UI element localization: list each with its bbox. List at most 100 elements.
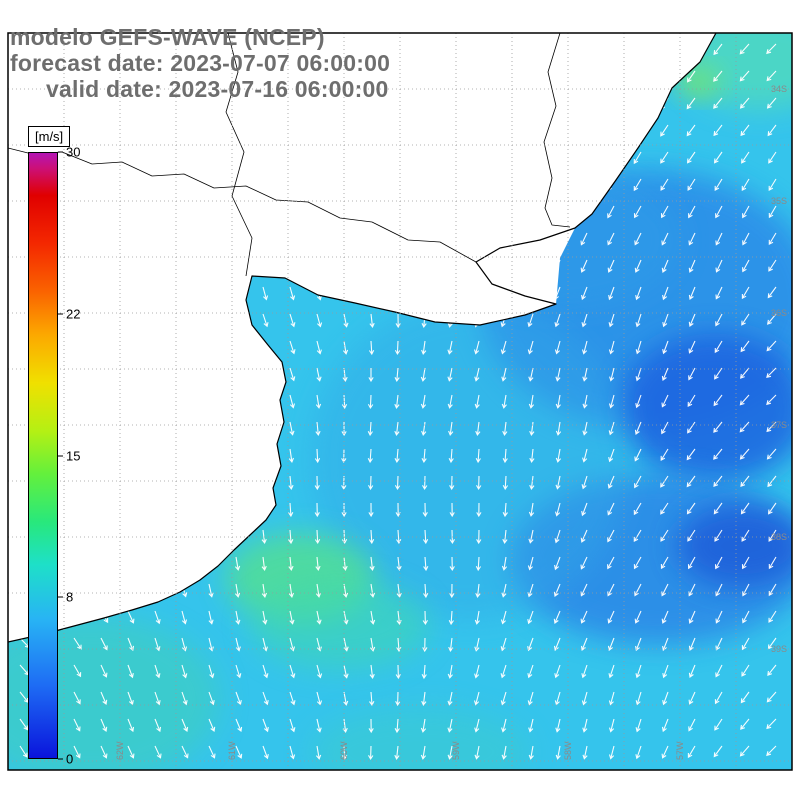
wind-arrow (714, 556, 723, 570)
wind-arrow (315, 421, 321, 436)
wind-arrow (127, 691, 134, 706)
wind-arrow (553, 610, 561, 624)
wind-arrow (741, 664, 750, 677)
wind-arrow (580, 529, 588, 543)
wind-arrow (635, 340, 642, 355)
wind-arrow (234, 583, 241, 598)
wind-arrow (607, 637, 615, 652)
wind-arrow (369, 664, 375, 679)
wind-arrow (607, 205, 615, 219)
wind-arrow (742, 259, 750, 273)
wind-arrow (608, 691, 615, 706)
wind-arrow (742, 610, 750, 624)
wind-arrow (396, 637, 402, 653)
wind-arrow (553, 637, 561, 652)
wind-arrow (739, 448, 750, 460)
wind-arrow (662, 286, 669, 301)
wind-arrow (555, 367, 561, 382)
wind-arrow (449, 529, 455, 545)
wind-arrow (316, 610, 322, 625)
colorbar-tick-label: 30 (66, 144, 81, 160)
river-salado-line (8, 147, 477, 263)
wind-arrow (767, 664, 777, 677)
colorbar-tick-label: 8 (66, 589, 74, 605)
wind-arrow (688, 232, 696, 246)
lat-label: 36S (771, 308, 787, 318)
wind-arrow (714, 178, 723, 192)
wind-arrow (500, 691, 507, 706)
map-frame (7, 32, 793, 771)
wind-arrow (422, 529, 429, 545)
wind-arrow (555, 475, 561, 490)
wind-arrow (634, 475, 642, 489)
wind-arrow (686, 97, 696, 110)
wind-arrow (741, 178, 750, 192)
wind-arrow (289, 610, 295, 625)
wind-arrow (367, 421, 373, 437)
wind-arrow (288, 448, 295, 463)
wind-arrow (713, 394, 723, 407)
wind-arrow (181, 745, 189, 759)
wind-arrow (527, 583, 534, 598)
wind-arrow (127, 664, 134, 679)
wind-arrow (181, 610, 188, 625)
wind-arrow (714, 691, 723, 705)
wind-arrow (73, 718, 81, 732)
colorbar-ticks: 30 22 15 8 0 (28, 145, 80, 767)
wind-arrow (235, 718, 243, 732)
wind-arrow (634, 259, 642, 273)
wind-arrow (713, 43, 723, 56)
wind-arrow (768, 205, 777, 219)
wind-arrow (181, 637, 188, 652)
wind-arrow (740, 367, 750, 379)
wind-arrow (766, 745, 777, 757)
wind-arrow (582, 718, 588, 733)
wind-arrow (288, 475, 294, 490)
wind-arrow (421, 421, 427, 436)
colorbar-gradient (28, 152, 58, 759)
wind-arrow (607, 232, 615, 246)
wind-arrow (527, 637, 534, 652)
wind-arrow (609, 367, 615, 382)
wind-arrow (73, 637, 82, 650)
wind-arrow (288, 556, 294, 571)
wind-arrow (714, 529, 723, 542)
wind-arrow (235, 745, 243, 759)
wind-arrow (316, 718, 322, 733)
wind-arrow (395, 664, 401, 680)
wind-arrow (661, 745, 669, 759)
wind-arrow (768, 529, 777, 542)
wind-arrow (208, 583, 214, 598)
wind-arrow (608, 340, 615, 355)
wind-arrow (100, 691, 108, 705)
wind-arrow (660, 448, 669, 462)
wind-arrow (741, 529, 750, 542)
wind-arrow (501, 745, 507, 760)
wind-arrow (608, 421, 615, 436)
wind-arrow (660, 124, 669, 137)
wind-arrow (580, 232, 588, 246)
wind-arrow (635, 367, 642, 382)
wind-arrow (766, 70, 777, 82)
wind-arrow (449, 583, 455, 599)
wind-arrow (449, 502, 455, 518)
wind-arrow (475, 556, 482, 572)
colorbar-tick-label: 0 (66, 751, 74, 767)
wind-arrow (154, 691, 161, 706)
wind-arrow (607, 610, 615, 624)
wind-arrow (262, 313, 269, 328)
wind-arrow (608, 448, 615, 463)
wind-arrow (742, 232, 750, 246)
wind-arrow (687, 70, 696, 83)
wind-arrow (528, 718, 534, 733)
wind-arrow (713, 475, 723, 488)
lat-label: 39S (771, 644, 787, 654)
wind-arrow (342, 340, 349, 355)
wind-arrow (235, 691, 242, 706)
lon-label: 58W (563, 741, 573, 760)
wind-arrow (289, 718, 296, 733)
lon-label: 59W (451, 741, 461, 760)
wind-arrow (688, 367, 696, 381)
wind-arrow (528, 529, 534, 544)
wind-arrow (181, 718, 189, 732)
